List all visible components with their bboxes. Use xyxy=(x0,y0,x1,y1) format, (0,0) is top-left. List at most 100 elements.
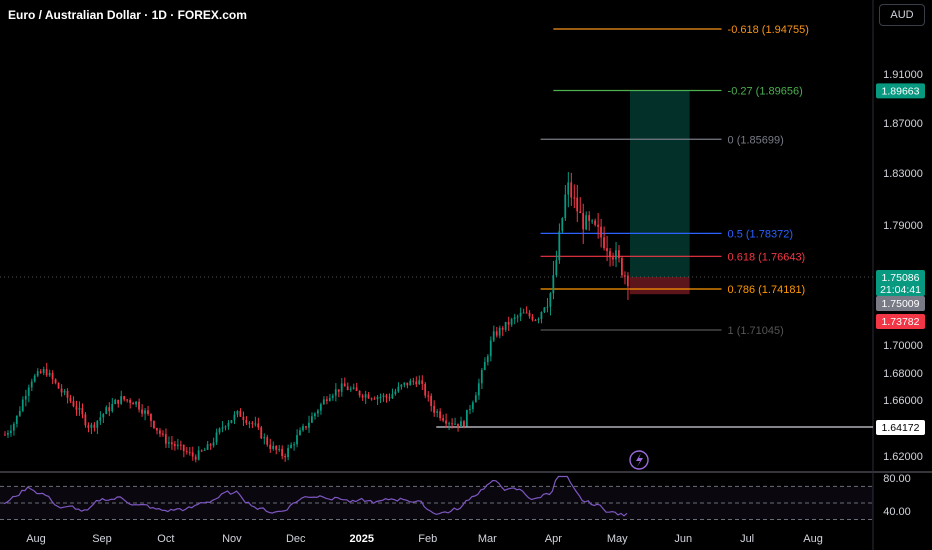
candle-body xyxy=(501,327,504,330)
candle-body xyxy=(24,395,27,400)
candle-body xyxy=(516,316,519,318)
candle-body xyxy=(123,396,126,400)
candle-body xyxy=(290,444,292,449)
candle-body xyxy=(278,448,281,450)
candle-body xyxy=(531,316,534,320)
candle-body xyxy=(376,397,379,400)
y-tick-label: 1.91000 xyxy=(883,69,923,81)
candle-body xyxy=(513,317,516,320)
candle-body xyxy=(537,319,540,321)
candle-body xyxy=(305,426,307,428)
candle-body xyxy=(534,319,537,321)
candle-body xyxy=(504,321,507,330)
candle-body xyxy=(117,399,120,404)
candle-body xyxy=(489,340,492,357)
candle-body xyxy=(615,250,617,260)
candle-body xyxy=(120,396,123,404)
candle-body xyxy=(582,213,585,230)
candle-body xyxy=(236,410,239,415)
candle-body xyxy=(549,293,552,307)
candle-body xyxy=(263,437,266,439)
candle-body xyxy=(331,395,334,398)
y-tick-label: 1.66000 xyxy=(883,395,923,407)
candle-body xyxy=(132,402,134,405)
candle-body xyxy=(579,211,582,214)
candle-body xyxy=(555,260,558,276)
candle-body xyxy=(495,331,498,336)
candle-body xyxy=(12,423,15,431)
candle-body xyxy=(266,437,269,445)
candle-body xyxy=(510,319,513,325)
candle-body xyxy=(6,433,9,435)
candle-body xyxy=(433,405,436,413)
candle-body xyxy=(352,387,355,389)
candle-body xyxy=(570,182,573,198)
candle-body xyxy=(480,370,483,384)
candle-body xyxy=(385,395,388,398)
candle-body xyxy=(424,383,427,396)
candle-body xyxy=(57,382,60,389)
x-tick-label: May xyxy=(607,533,628,545)
y-tick-label: 1.68000 xyxy=(883,368,923,380)
candle-body xyxy=(468,409,471,411)
candle-body xyxy=(474,395,477,403)
candle-body xyxy=(251,422,254,424)
candle-body xyxy=(600,226,602,238)
x-tick-label: 2025 xyxy=(349,533,373,545)
candle-body xyxy=(486,356,489,363)
x-tick-label: Jun xyxy=(674,533,692,545)
candle-body xyxy=(60,388,63,393)
candle-body xyxy=(9,430,12,434)
candle-body xyxy=(185,451,188,453)
candle-body xyxy=(451,423,453,425)
candle-body xyxy=(448,423,450,425)
candle-body xyxy=(594,220,596,225)
candle-body xyxy=(442,418,444,421)
candle-body xyxy=(379,396,382,398)
candle-body xyxy=(367,394,370,399)
y-tick-label: 1.87000 xyxy=(883,118,923,130)
candle-body xyxy=(242,416,245,420)
fib-level-label: 1 (1.71045) xyxy=(728,325,784,337)
x-tick-label: Mar xyxy=(478,533,497,545)
candle-body xyxy=(182,444,185,452)
lightning-icon[interactable] xyxy=(629,450,649,470)
candle-body xyxy=(284,456,286,458)
candle-body xyxy=(48,372,51,376)
candle-body xyxy=(415,381,418,385)
chart-title: Euro / Australian Dollar · 1D · FOREX.co… xyxy=(8,8,247,22)
position-profit-zone xyxy=(630,90,690,277)
candle-body xyxy=(319,404,322,411)
candle-body xyxy=(176,444,179,447)
candle-body xyxy=(105,407,108,415)
x-tick-label: Dec xyxy=(286,533,306,545)
price-label-text: 1.73782 xyxy=(882,316,920,328)
currency-button[interactable]: AUD xyxy=(879,4,925,26)
y-tick-label: 1.83000 xyxy=(883,168,923,180)
candle-body xyxy=(287,448,289,458)
fib-level-label: 0.786 (1.74181) xyxy=(728,284,806,296)
candle-body xyxy=(30,381,33,388)
price-label-box xyxy=(876,314,925,329)
candle-body xyxy=(528,312,531,317)
price-label-text: 1.75086 xyxy=(882,272,920,284)
candle-body xyxy=(302,426,304,431)
price-label-box xyxy=(876,420,925,435)
candle-body xyxy=(498,327,501,336)
candle-body xyxy=(36,371,39,376)
fib-level-label: 0.5 (1.78372) xyxy=(728,228,793,240)
candle-body xyxy=(400,384,403,387)
candle-body xyxy=(463,421,465,427)
candle-body xyxy=(135,401,137,405)
price-label-box xyxy=(876,270,925,296)
candle-body xyxy=(388,397,391,399)
y-tick-label: 1.79000 xyxy=(883,220,923,232)
candle-body xyxy=(230,420,233,423)
candle-body xyxy=(540,311,543,320)
candle-body xyxy=(603,237,605,249)
candle-body xyxy=(269,444,272,449)
candle-body xyxy=(87,425,90,428)
candle-body xyxy=(72,401,75,407)
candle-body xyxy=(126,399,128,401)
